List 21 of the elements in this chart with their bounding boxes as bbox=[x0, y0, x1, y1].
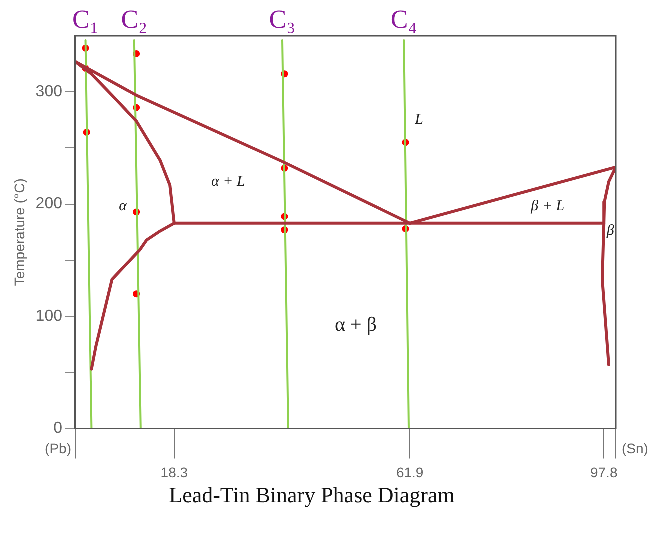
series-label: C₄ bbox=[390, 4, 418, 34]
x-tick-label: 61.9 bbox=[396, 464, 424, 481]
y-axis-title: Temperature (°C) bbox=[11, 178, 28, 286]
text: (Pb) bbox=[45, 440, 72, 457]
y-tick-label: 100 bbox=[36, 308, 63, 325]
annotation: β bbox=[606, 223, 615, 240]
annotation: α + β bbox=[335, 314, 377, 336]
annotation: β + L bbox=[530, 198, 565, 215]
series-label: C₃ bbox=[269, 4, 296, 34]
series-label: C₁ bbox=[72, 4, 99, 34]
y-tick-label: 300 bbox=[36, 84, 63, 101]
y-tick-label: 0 bbox=[54, 420, 63, 438]
x-tick-label: 18.3 bbox=[160, 464, 188, 481]
annotation: L bbox=[414, 112, 424, 128]
series-label: C₂ bbox=[121, 4, 148, 34]
annotation: α bbox=[119, 198, 128, 215]
y-tick-label: 200 bbox=[36, 196, 63, 213]
text: Lead-Tin Binary Phase Diagram bbox=[169, 482, 455, 508]
x-tick-label: 97.8 bbox=[590, 464, 618, 481]
text: (Sn) bbox=[622, 440, 648, 457]
annotation: α + L bbox=[212, 174, 246, 190]
